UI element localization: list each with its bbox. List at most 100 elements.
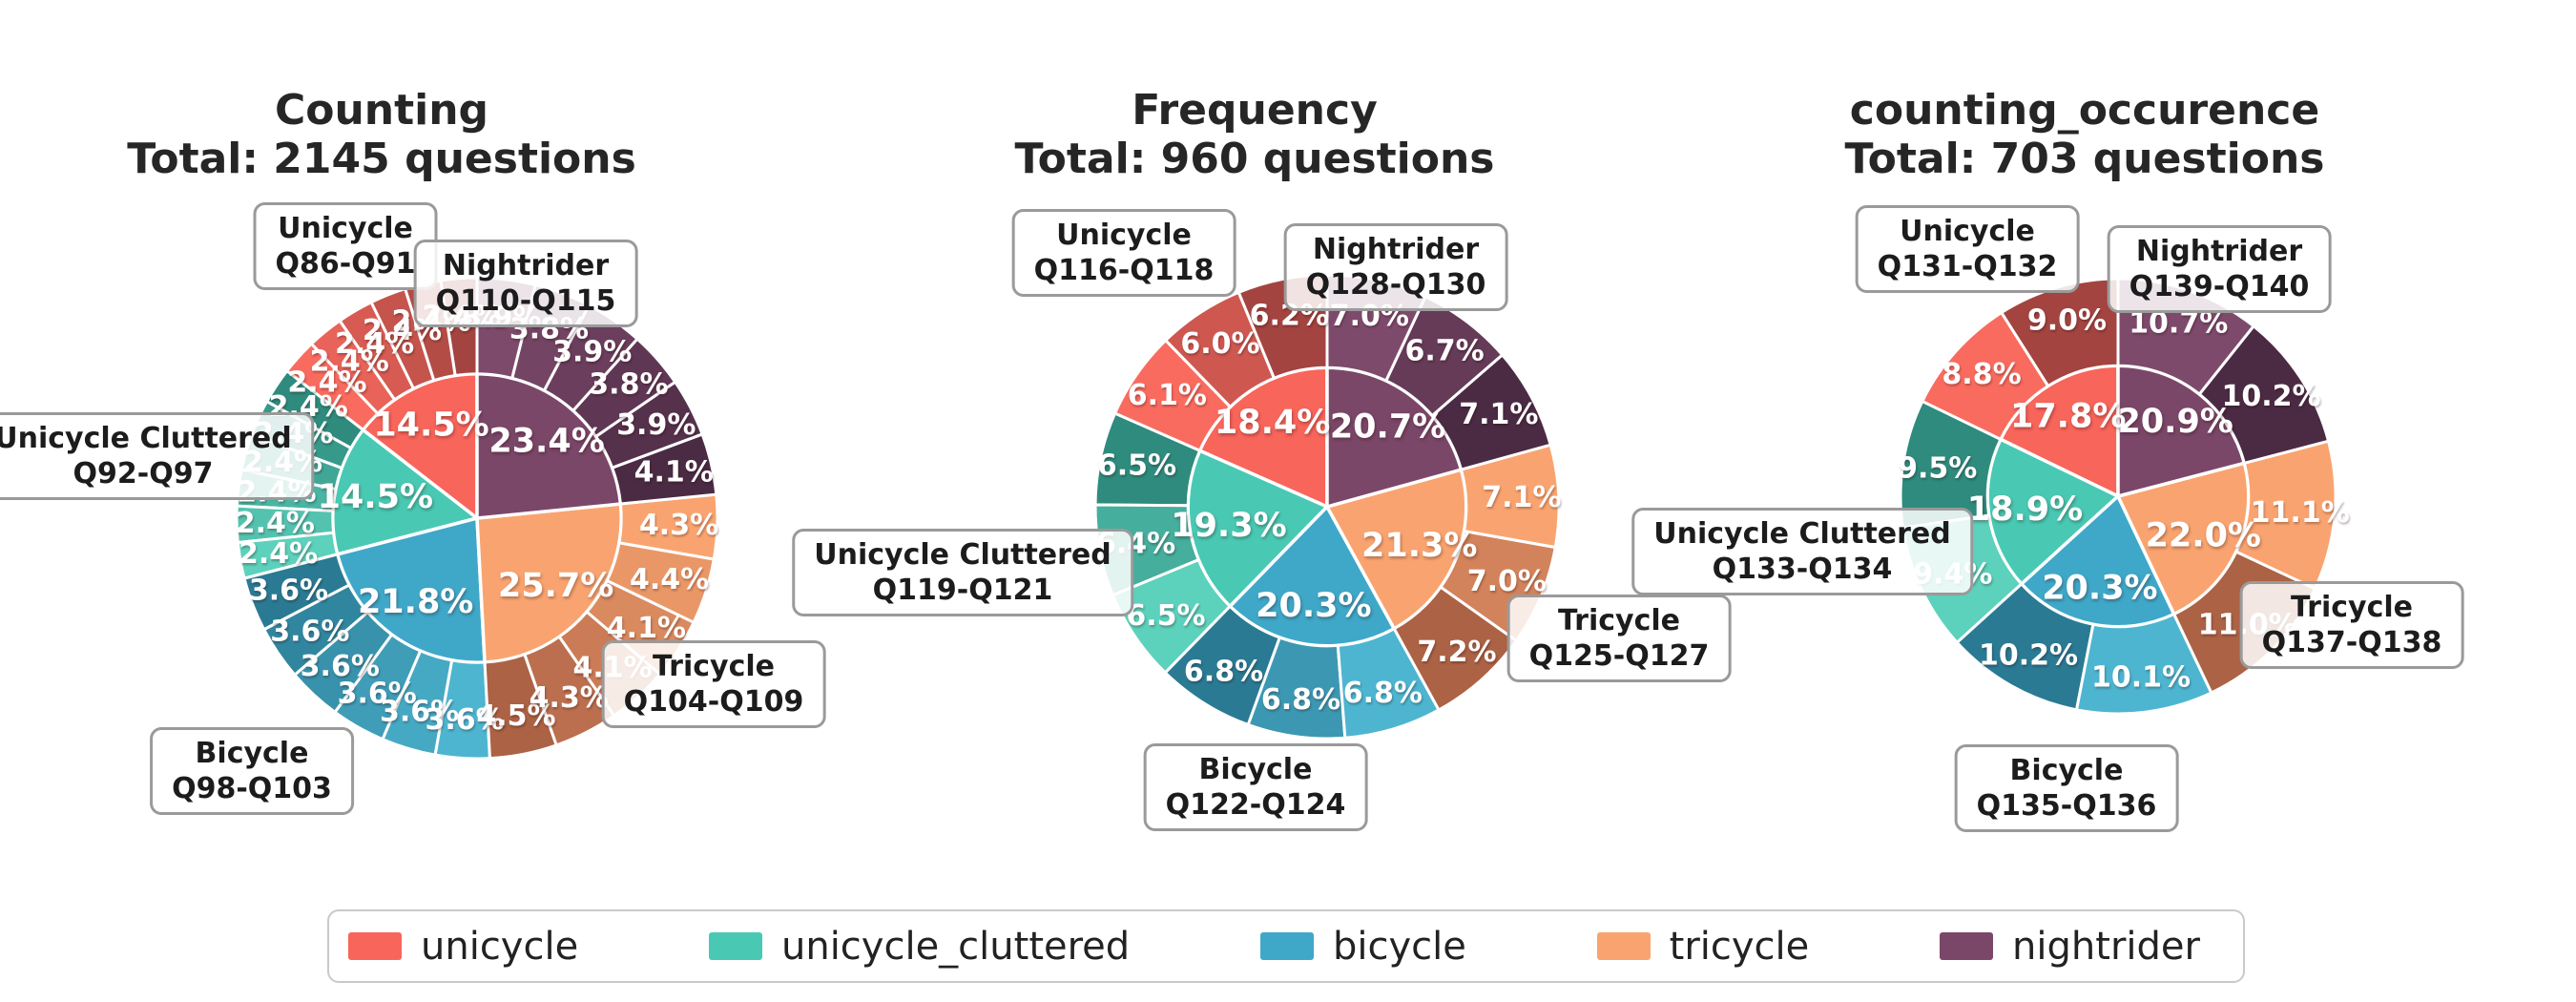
label-tricycle-q0: 7.2% <box>1417 636 1496 669</box>
label-bicycle-q0: 3.6% <box>249 574 328 608</box>
label-unicycle_cluttered-q0: 9.5% <box>1898 451 1977 485</box>
label-bicycle-q5: 3.6% <box>426 703 505 737</box>
annotation-category-label: Unicycle Cluttered <box>1653 517 1951 551</box>
label-nightrider-q2: 3.8% <box>589 368 668 402</box>
legend-label: unicycle_cluttered <box>780 924 1131 969</box>
annotation-category-label: Tricycle <box>2290 591 2413 624</box>
pie-labels-1: 18.4%6.2%6.0%6.1%19.3%6.5%6.4%6.5% 20.3%6… <box>1096 299 1561 716</box>
label-bicycle-q2: 6.8% <box>1343 677 1423 710</box>
annotation-question-range: Q128-Q130 <box>1305 268 1486 302</box>
label-unicycle-q2: 6.1% <box>1128 379 1207 412</box>
annotation-tricycle-chart2: Tricycle Q137-Q138 <box>2239 581 2464 669</box>
annotation-unicycle_cluttered-chart2: Unicycle Cluttered Q133-Q134 <box>1631 508 1973 595</box>
annotation-nightrider-chart0: Nightrider Q110-Q115 <box>413 240 638 327</box>
chart-title-counting: Counting Total: 2145 questions <box>0 86 954 183</box>
label-tricycle-q3: 4.1% <box>607 612 686 645</box>
label-unicycle_cluttered-inner: 14.5% <box>318 478 433 516</box>
legend-swatch-unicycle-cluttered <box>708 932 762 960</box>
annotation-question-range: Q119-Q121 <box>872 574 1053 607</box>
label-unicycle_cluttered-inner: 18.9% <box>1967 491 2083 529</box>
annotation-category-label: Tricycle <box>1557 604 1680 637</box>
label-tricycle-q4: 4.4% <box>630 563 709 596</box>
label-bicycle-q0: 10.2% <box>1979 638 2078 672</box>
label-unicycle-inner: 17.8% <box>2010 398 2126 436</box>
label-nightrider-q0: 7.1% <box>1459 398 1538 431</box>
annotation-unicycle-chart2: Unicycle Q131-Q132 <box>1855 205 2080 293</box>
label-unicycle_cluttered-q5: 2.4% <box>239 537 318 571</box>
wedge-unicycle-q1 <box>1921 311 2050 441</box>
annotation-question-range: Q133-Q134 <box>1712 553 1893 586</box>
label-unicycle_cluttered-inner: 19.3% <box>1171 507 1286 545</box>
annotation-question-range: Q98-Q103 <box>172 772 332 805</box>
annotation-unicycle-chart0: Unicycle Q86-Q91 <box>253 202 438 290</box>
legend-label: bicycle <box>1332 924 1466 969</box>
legend-item-nightrider: nightrider <box>1940 925 2200 969</box>
annotation-question-range: Q86-Q91 <box>275 247 416 281</box>
annotation-question-range: Q125-Q127 <box>1528 639 1710 673</box>
label-nightrider-inner: 20.9% <box>2117 403 2233 441</box>
legend-item-unicycle: unicycle <box>348 925 578 969</box>
annotation-category-label: Bicycle <box>1198 753 1313 786</box>
chart-total-line: Total: 960 questions <box>1014 135 1495 183</box>
annotation-nightrider-chart2: Nightrider Q139-Q140 <box>2107 225 2332 313</box>
legend-label: unicycle <box>421 924 579 969</box>
label-unicycle-q5: 2.4% <box>287 366 366 400</box>
label-tricycle-q1: 7.0% <box>1467 565 1547 598</box>
annotation-bicycle-chart0: Bicycle Q98-Q103 <box>150 727 354 815</box>
annotation-question-range: Q139-Q140 <box>2129 270 2310 303</box>
legend-label: tricycle <box>1669 924 1810 969</box>
label-tricycle-inner: 25.7% <box>498 567 613 605</box>
wedge-unicycle-q0 <box>2000 277 2120 388</box>
wedge-bicycle-q1 <box>2075 613 2213 716</box>
label-unicycle-inner: 18.4% <box>1215 404 1330 442</box>
label-nightrider-q1: 3.9% <box>616 408 696 442</box>
label-nightrider-inner: 20.7% <box>1330 407 1445 446</box>
label-unicycle-q1: 6.0% <box>1180 327 1259 361</box>
annotation-question-range: Q131-Q132 <box>1877 250 2058 283</box>
label-bicycle-q3: 3.6% <box>338 677 417 710</box>
label-unicycle-q4: 2.4% <box>310 344 389 378</box>
label-bicycle-q4: 3.6% <box>380 695 459 728</box>
chart-title-line: Frequency <box>1132 86 1378 135</box>
annotation-question-range: Q116-Q118 <box>1033 254 1215 287</box>
annotation-unicycle_cluttered-chart0: Unicycle Cluttered Q92-Q97 <box>0 412 314 500</box>
chart-title-line: counting_occurence <box>1849 86 2320 135</box>
legend-swatch-tricycle <box>1596 932 1651 960</box>
label-unicycle-q3: 2.4% <box>335 327 414 361</box>
legend-swatch-bicycle <box>1259 932 1314 960</box>
label-nightrider-q1: 6.7% <box>1404 335 1484 368</box>
label-tricycle-inner: 22.0% <box>2146 517 2261 555</box>
label-unicycle_cluttered-q4: 2.4% <box>236 507 315 540</box>
annotation-question-range: Q135-Q136 <box>1976 789 2157 823</box>
label-nightrider-q3: 3.9% <box>552 336 632 369</box>
annotation-category-label: Nightrider <box>1312 233 1480 266</box>
annotation-unicycle_cluttered-chart1: Unicycle Cluttered Q119-Q121 <box>792 529 1133 616</box>
label-bicycle-inner: 21.8% <box>358 583 473 621</box>
label-bicycle-q2: 3.6% <box>301 650 380 683</box>
chart-total-line: Total: 2145 questions <box>127 135 636 183</box>
annotation-category-label: Unicycle <box>1056 219 1192 252</box>
annotation-category-label: Unicycle <box>278 212 413 245</box>
annotation-unicycle-chart1: Unicycle Q116-Q118 <box>1011 209 1236 297</box>
chart-title-frequency: Frequency Total: 960 questions <box>682 86 1827 183</box>
label-nightrider-inner: 23.4% <box>488 422 604 460</box>
legend-item-unicycle-cluttered: unicycle_cluttered <box>708 924 1131 969</box>
label-unicycle_cluttered-q2: 6.5% <box>1126 599 1205 633</box>
label-bicycle-q1: 3.6% <box>270 615 349 648</box>
label-bicycle-q0: 6.8% <box>1184 655 1263 688</box>
label-tricycle-q1: 11.1% <box>2251 496 2350 530</box>
label-nightrider-q0: 10.2% <box>2221 380 2320 413</box>
legend-item-tricycle: tricycle <box>1596 924 1810 969</box>
annotation-category-label: Unicycle Cluttered <box>814 538 1111 572</box>
annotation-question-range: Q122-Q124 <box>1165 788 1346 822</box>
annotation-category-label: Tricycle <box>652 650 775 683</box>
label-bicycle-inner: 20.3% <box>1256 587 1371 625</box>
label-bicycle-inner: 20.3% <box>2042 570 2157 608</box>
annotation-category-label: Bicycle <box>2009 754 2124 787</box>
annotation-bicycle-chart2: Bicycle Q135-Q136 <box>1954 744 2179 832</box>
annotation-category-label: Nightrider <box>442 249 610 282</box>
legend: unicycle unicycle_cluttered bicycle tric… <box>327 909 2245 983</box>
label-bicycle-q1: 10.1% <box>2091 661 2191 695</box>
label-tricycle-q5: 4.3% <box>639 509 718 542</box>
